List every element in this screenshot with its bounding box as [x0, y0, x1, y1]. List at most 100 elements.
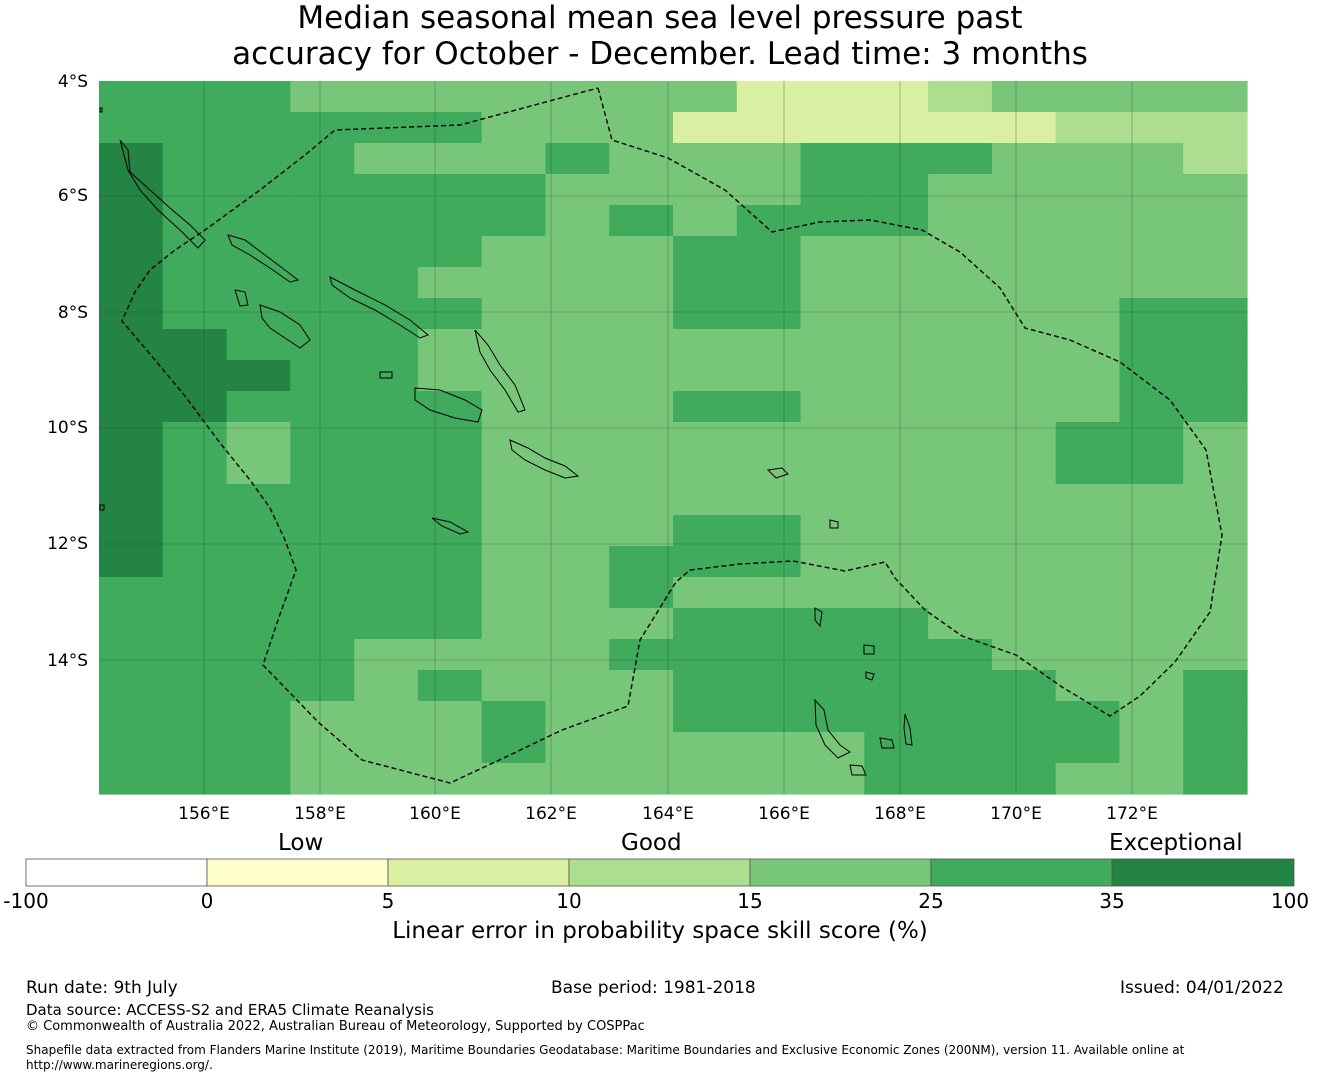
skill-cell: [609, 236, 674, 268]
skill-cell: [545, 298, 610, 330]
skill-cell: [1119, 236, 1184, 268]
skill-cell: [545, 608, 610, 640]
skill-cell: [609, 112, 674, 144]
skill-cell: [928, 577, 993, 609]
skill-cell: [290, 608, 355, 640]
skill-cell: [800, 236, 865, 268]
skill-cell: [864, 143, 929, 175]
shapefile-credit-line-1: Shapefile data extracted from Flanders M…: [26, 1043, 1185, 1057]
skill-cell: [673, 608, 738, 640]
skill-cell: [354, 391, 419, 423]
skill-cell: [162, 81, 228, 113]
skill-cell: [736, 267, 802, 299]
skill-cell: [417, 391, 483, 423]
skill-cell: [417, 546, 483, 578]
island-bougainville: [119, 139, 206, 249]
skill-cell: [481, 732, 547, 764]
skill-cell: [1183, 763, 1248, 795]
latitude-tick-label: 6°S: [58, 186, 88, 206]
skill-cell: [99, 608, 164, 640]
skill-cell: [290, 453, 355, 485]
skill-cell: [864, 670, 929, 702]
longitude-tick-label: 164°E: [642, 804, 694, 824]
skill-cell: [1055, 577, 1121, 609]
skill-cell: [162, 298, 228, 330]
skill-cell: [1119, 174, 1184, 206]
run-date: Run date: 9th July: [26, 978, 178, 998]
skill-cell: [1055, 174, 1121, 206]
island-pentecost: [903, 713, 913, 746]
skill-cell: [226, 546, 291, 578]
skill-cell: [864, 298, 929, 330]
skill-cell: [417, 732, 483, 764]
skill-cell: [864, 329, 929, 361]
skill-cell: [1183, 515, 1248, 547]
skill-cell: [162, 515, 228, 547]
skill-cell: [545, 236, 610, 268]
skill-cell: [991, 732, 1057, 764]
skill-cell: [1119, 360, 1184, 392]
skill-cell: [928, 298, 993, 330]
skill-cell: [673, 670, 738, 702]
skill-cell: [545, 639, 610, 671]
skill-cell: [1055, 484, 1121, 516]
skill-cell: [290, 391, 355, 423]
colorbar-tick: 0: [200, 889, 214, 913]
skill-cell: [928, 205, 993, 237]
skill-cell: [481, 670, 547, 702]
skill-cell: [609, 670, 674, 702]
skill-cell: [928, 546, 993, 578]
skill-cell: [991, 360, 1057, 392]
skill-cell: [1183, 732, 1248, 764]
skill-cell: [1055, 453, 1121, 485]
skill-cell: [673, 205, 738, 237]
skill-cell: [1119, 732, 1184, 764]
skill-cell: [1055, 422, 1121, 454]
skill-cell: [1055, 360, 1121, 392]
solomon-islands-eez: [121, 87, 1223, 784]
skill-cell: [99, 360, 164, 392]
skill-cell: [545, 391, 610, 423]
colorbar-word-good: Good: [621, 830, 682, 856]
skill-cell: [1183, 236, 1248, 268]
skill-cell: [354, 763, 419, 795]
colorbar-word-low: Low: [278, 830, 324, 856]
skill-cell: [991, 422, 1057, 454]
skill-cell: [673, 422, 738, 454]
skill-cell: [545, 267, 610, 299]
skill-cell: [800, 453, 865, 485]
island-florida: [379, 371, 393, 379]
skill-cell: [800, 267, 865, 299]
skill-cell: [609, 81, 674, 113]
skill-cell: [226, 763, 291, 795]
longitude-tick-label: 162°E: [525, 804, 577, 824]
skill-cell: [928, 670, 993, 702]
skill-cell: [991, 112, 1057, 144]
skill-cell: [800, 701, 865, 733]
skill-cell: [99, 298, 164, 330]
skill-cell: [354, 174, 419, 206]
colorbar-tick: 15: [737, 889, 763, 913]
skill-cell: [1055, 391, 1121, 423]
skill-cell: [99, 112, 164, 144]
longitude-tick-label: 170°E: [990, 804, 1042, 824]
shapefile-credit-link[interactable]: http://www.marineregions.org/.: [26, 1058, 213, 1072]
skill-cell: [545, 453, 610, 485]
skill-cell: [800, 422, 865, 454]
colorbar-tick: 25: [918, 889, 944, 913]
skill-cell: [991, 453, 1057, 485]
skill-grid: [99, 81, 1248, 795]
skill-cell: [99, 267, 164, 299]
skill-cell: [864, 763, 929, 795]
skill-cell: [417, 701, 483, 733]
skill-cell: [1183, 329, 1248, 361]
skill-cell: [290, 236, 355, 268]
skill-cell: [417, 608, 483, 640]
skill-cell: [609, 143, 674, 175]
skill-cell: [1055, 670, 1121, 702]
skill-cell: [481, 360, 547, 392]
latitude-tick-label: 14°S: [47, 651, 88, 671]
skill-cell: [1119, 267, 1184, 299]
skill-cell: [673, 577, 738, 609]
skill-cell: [1183, 639, 1248, 671]
